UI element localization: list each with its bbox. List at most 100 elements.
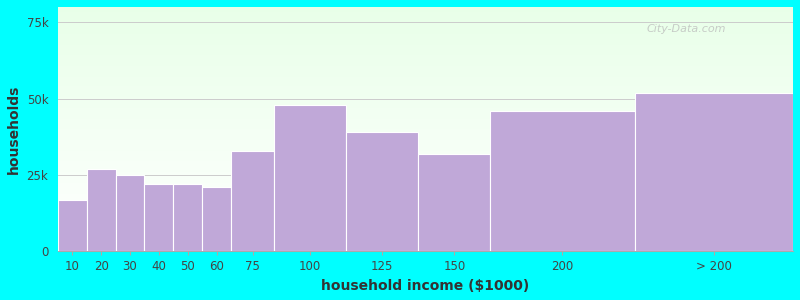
Bar xyxy=(58,108,793,110)
Bar xyxy=(58,9,793,11)
Bar xyxy=(58,20,793,22)
Bar xyxy=(58,129,793,130)
Bar xyxy=(58,98,793,99)
Bar xyxy=(58,171,793,172)
Bar xyxy=(58,152,793,154)
Bar xyxy=(58,216,793,217)
Bar xyxy=(58,177,793,178)
Bar xyxy=(58,89,793,90)
Bar xyxy=(58,95,793,96)
Bar xyxy=(58,55,793,56)
Bar xyxy=(58,247,793,248)
Bar xyxy=(58,209,793,210)
Bar xyxy=(58,218,793,220)
Bar xyxy=(58,242,793,243)
Bar xyxy=(58,29,793,30)
Bar xyxy=(58,69,793,70)
Bar xyxy=(58,145,793,146)
Bar xyxy=(58,169,793,171)
Bar xyxy=(58,162,793,164)
Bar xyxy=(58,66,793,67)
Bar xyxy=(58,13,793,14)
Bar xyxy=(58,117,793,118)
Bar xyxy=(58,157,793,159)
Bar xyxy=(58,76,793,78)
Bar xyxy=(58,75,793,76)
Bar xyxy=(58,214,793,215)
Bar xyxy=(58,36,793,38)
Bar xyxy=(58,161,793,162)
Bar xyxy=(58,121,793,122)
Bar xyxy=(58,16,793,17)
Bar xyxy=(58,130,793,132)
Bar xyxy=(58,139,793,140)
Bar xyxy=(58,194,793,195)
Bar xyxy=(58,210,793,211)
Bar xyxy=(174,184,202,251)
Bar xyxy=(58,41,793,42)
Bar xyxy=(58,106,793,107)
Bar xyxy=(58,188,793,189)
Bar xyxy=(58,24,793,25)
Bar xyxy=(58,23,793,24)
Bar xyxy=(86,169,116,251)
Bar xyxy=(58,49,793,50)
Bar xyxy=(58,237,793,238)
Bar xyxy=(58,12,793,13)
Bar xyxy=(58,94,793,95)
Bar xyxy=(58,149,793,150)
Bar xyxy=(58,173,793,174)
Bar xyxy=(58,243,793,244)
Bar xyxy=(58,179,793,181)
Bar xyxy=(58,46,793,47)
Bar xyxy=(58,160,793,161)
Bar xyxy=(58,116,793,117)
Bar xyxy=(58,100,793,101)
Bar xyxy=(58,202,793,204)
X-axis label: household income ($1000): household income ($1000) xyxy=(322,279,530,293)
Bar xyxy=(58,79,793,80)
Bar xyxy=(58,42,793,44)
Bar xyxy=(58,44,793,45)
Bar xyxy=(58,205,793,206)
Bar xyxy=(58,239,793,241)
Bar xyxy=(58,241,793,242)
Bar xyxy=(346,132,418,251)
Bar xyxy=(58,118,793,119)
Bar xyxy=(58,25,793,26)
Bar xyxy=(58,189,793,190)
Bar xyxy=(58,155,793,156)
Bar xyxy=(58,92,793,94)
Bar xyxy=(58,200,793,201)
Bar xyxy=(58,132,793,133)
Bar xyxy=(58,11,793,12)
Bar xyxy=(58,119,793,121)
Bar xyxy=(58,80,793,82)
Bar xyxy=(58,102,793,104)
Bar xyxy=(58,45,793,46)
Bar xyxy=(58,201,793,202)
Bar xyxy=(58,245,793,247)
Bar xyxy=(58,178,793,179)
Bar xyxy=(634,92,793,251)
Bar xyxy=(58,156,793,157)
Bar xyxy=(58,182,793,183)
Bar xyxy=(58,68,793,69)
Bar xyxy=(58,181,793,182)
Bar xyxy=(58,72,793,73)
Bar xyxy=(58,204,793,205)
Bar xyxy=(58,90,793,91)
Bar xyxy=(58,230,793,231)
Bar xyxy=(58,40,793,41)
Bar xyxy=(58,198,793,199)
Bar xyxy=(58,115,793,116)
Bar xyxy=(58,183,793,184)
Bar xyxy=(58,17,793,18)
Bar xyxy=(58,85,793,86)
Bar xyxy=(58,196,793,198)
Bar xyxy=(58,35,793,36)
Bar xyxy=(58,226,793,227)
Bar xyxy=(58,84,793,85)
Bar xyxy=(58,238,793,239)
Bar xyxy=(58,176,793,177)
